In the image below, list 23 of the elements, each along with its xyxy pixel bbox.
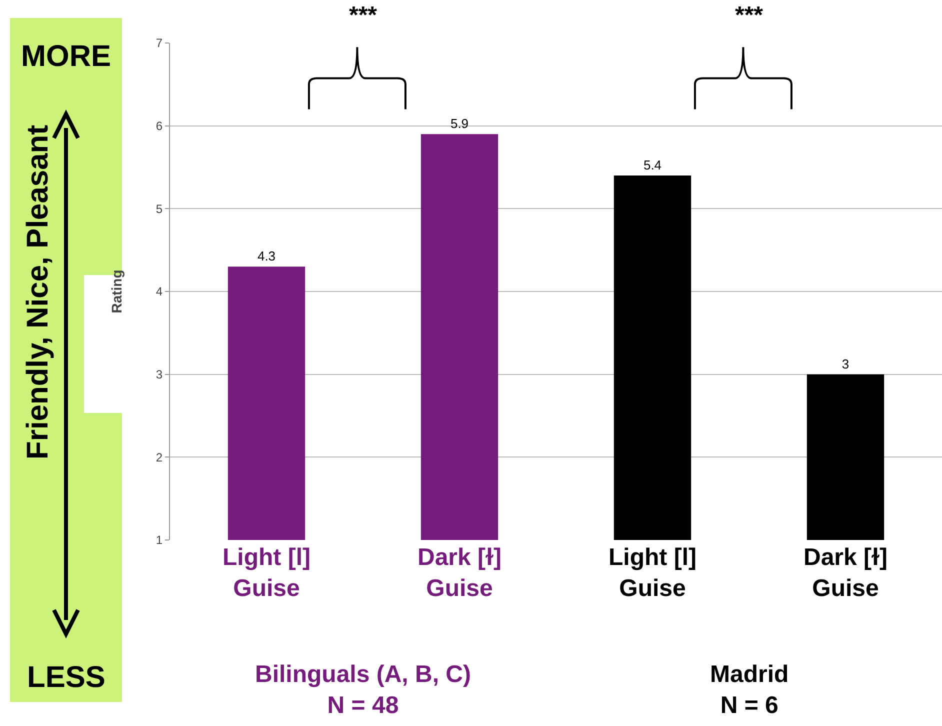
y-tick-label: 6 xyxy=(156,119,163,134)
x-tick-label: Light [l] Guise xyxy=(222,544,310,602)
text: Bilinguals (A, B, C) N = 48 xyxy=(255,661,471,720)
x-tick-label: Dark [ɫ] Guise xyxy=(418,544,502,602)
y-tick-label: 5 xyxy=(156,202,163,216)
text: *** xyxy=(735,2,764,29)
text: LESS xyxy=(27,661,106,694)
y-tick-label: 1 xyxy=(156,533,163,548)
text: *** xyxy=(349,2,378,29)
text: Friendly, Nice, Pleasant xyxy=(21,124,54,460)
x-tick-label: Dark [ɫ] Guise xyxy=(804,544,888,602)
y-tick-label: 2 xyxy=(156,450,163,464)
y-tick-label: 3 xyxy=(156,368,163,382)
data-label: 3 xyxy=(842,356,850,372)
text: Madrid N = 6 xyxy=(710,661,789,720)
y-axis-title: Rating xyxy=(108,270,125,314)
y-tick-label: 4 xyxy=(156,284,163,299)
data-label: 5.9 xyxy=(450,116,469,132)
y-tick-label: 7 xyxy=(156,36,163,50)
x-tick-label: Light [l] Guise xyxy=(608,544,696,602)
text: MORE xyxy=(21,40,111,73)
data-label: 4.3 xyxy=(257,248,276,264)
data-label: 5.4 xyxy=(643,158,662,173)
